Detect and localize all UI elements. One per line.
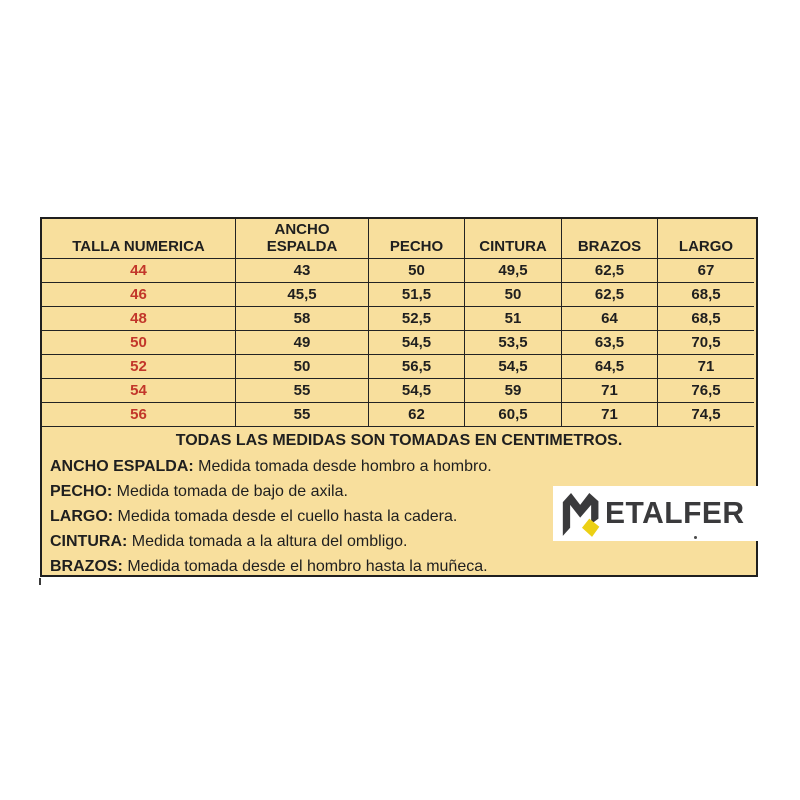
note-largo: LARGO: Medida tomada desde el cuello has… xyxy=(50,504,748,529)
measurement-notes: TODAS LAS MEDIDAS SON TOMADAS EN CENTIME… xyxy=(42,427,756,579)
notes-title: TODAS LAS MEDIDAS SON TOMADAS EN CENTIME… xyxy=(175,432,623,449)
stray-tick-mark xyxy=(39,578,41,585)
measure-cell: 50 xyxy=(369,259,465,283)
logo-dot xyxy=(694,536,697,539)
note-text: Medida tomada de bajo de axila. xyxy=(112,483,348,500)
note-text: Medida tomada desde hombro a hombro. xyxy=(193,458,492,475)
size-cell: 50 xyxy=(42,331,236,355)
measure-cell: 54,5 xyxy=(465,355,562,379)
note-label: BRAZOS: xyxy=(50,558,123,575)
header-ancho-espalda: ANCHO ESPALDA xyxy=(236,219,369,259)
measure-cell: 43 xyxy=(236,259,369,283)
measure-cell: 52,5 xyxy=(369,307,465,331)
size-cell: 54 xyxy=(42,379,236,403)
measure-cell: 60,5 xyxy=(465,403,562,427)
note-ancho-espalda: ANCHO ESPALDA: Medida tomada desde hombr… xyxy=(50,454,748,479)
header-brazos: BRAZOS xyxy=(562,219,658,259)
note-text: Medida tomada desde el hombro hasta la m… xyxy=(122,558,488,575)
header-largo: LARGO xyxy=(658,219,754,259)
measure-cell: 54,5 xyxy=(369,379,465,403)
measure-cell: 64 xyxy=(562,307,658,331)
size-cell: 48 xyxy=(42,307,236,331)
note-brazos: BRAZOS: Medida tomada desde el hombro ha… xyxy=(50,554,748,579)
measure-cell: 45,5 xyxy=(236,283,369,307)
metalfer-logo: ETALFER xyxy=(553,486,759,541)
note-pecho: PECHO: Medida tomada de bajo de axila. xyxy=(50,479,748,504)
measure-cell: 50 xyxy=(465,283,562,307)
metalfer-m-icon xyxy=(562,492,600,537)
measure-cell: 64,5 xyxy=(562,355,658,379)
measure-cell: 71 xyxy=(562,379,658,403)
note-label: LARGO: xyxy=(50,508,114,525)
measure-cell: 68,5 xyxy=(658,307,754,331)
measure-cell: 71 xyxy=(658,355,754,379)
measure-cell: 55 xyxy=(236,379,369,403)
measure-cell: 50 xyxy=(236,355,369,379)
measure-cell: 63,5 xyxy=(562,331,658,355)
measure-cell: 67 xyxy=(658,259,754,283)
measure-cell: 62 xyxy=(369,403,465,427)
measure-cell: 59 xyxy=(465,379,562,403)
measure-cell: 62,5 xyxy=(562,283,658,307)
note-label: ANCHO ESPALDA: xyxy=(50,458,194,475)
size-cell: 52 xyxy=(42,355,236,379)
size-cell: 56 xyxy=(42,403,236,427)
header-cintura: CINTURA xyxy=(465,219,562,259)
measure-cell: 51,5 xyxy=(369,283,465,307)
measure-cell: 55 xyxy=(236,403,369,427)
size-cell: 46 xyxy=(42,283,236,307)
measure-cell: 76,5 xyxy=(658,379,754,403)
size-chart-table: TALLA NUMERICA ANCHO ESPALDA PECHO CINTU… xyxy=(40,217,759,579)
measure-cell: 53,5 xyxy=(465,331,562,355)
measure-cell: 49,5 xyxy=(465,259,562,283)
measure-cell: 49 xyxy=(236,331,369,355)
measure-cell: 54,5 xyxy=(369,331,465,355)
measure-cell: 51 xyxy=(465,307,562,331)
note-cintura: CINTURA: Medida tomada a la altura del o… xyxy=(50,529,748,554)
measure-cell: 62,5 xyxy=(562,259,658,283)
measure-cell: 56,5 xyxy=(369,355,465,379)
size-cell: 44 xyxy=(42,259,236,283)
measure-cell: 70,5 xyxy=(658,331,754,355)
note-text: Medida tomada desde el cuello hasta la c… xyxy=(113,508,458,525)
note-label: PECHO: xyxy=(50,483,113,500)
note-label: CINTURA: xyxy=(50,533,128,550)
header-pecho: PECHO xyxy=(369,219,465,259)
measure-cell: 74,5 xyxy=(658,403,754,427)
header-talla-numerica: TALLA NUMERICA xyxy=(42,219,236,259)
metalfer-logo-text: ETALFER xyxy=(605,496,745,530)
measure-cell: 58 xyxy=(236,307,369,331)
measure-cell: 71 xyxy=(562,403,658,427)
measurement-grid: TALLA NUMERICA ANCHO ESPALDA PECHO CINTU… xyxy=(42,219,754,427)
note-text: Medida tomada a la altura del ombligo. xyxy=(127,533,408,550)
measure-cell: 68,5 xyxy=(658,283,754,307)
